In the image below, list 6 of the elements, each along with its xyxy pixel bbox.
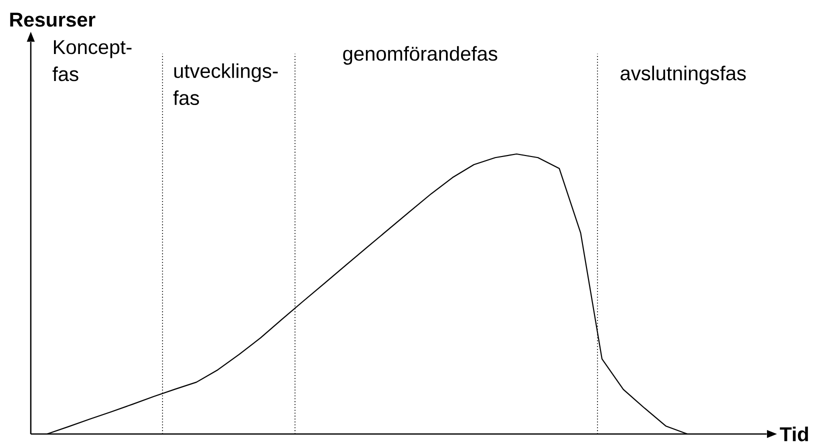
text: utvecklings- fas (173, 63, 278, 106)
text: avslutningsfas (620, 66, 746, 84)
text: Koncept- fas (52, 40, 132, 82)
x-axis-title: Tid (780, 426, 808, 442)
text: Resurser (10, 12, 96, 27)
text: genomförandefas (343, 46, 498, 65)
